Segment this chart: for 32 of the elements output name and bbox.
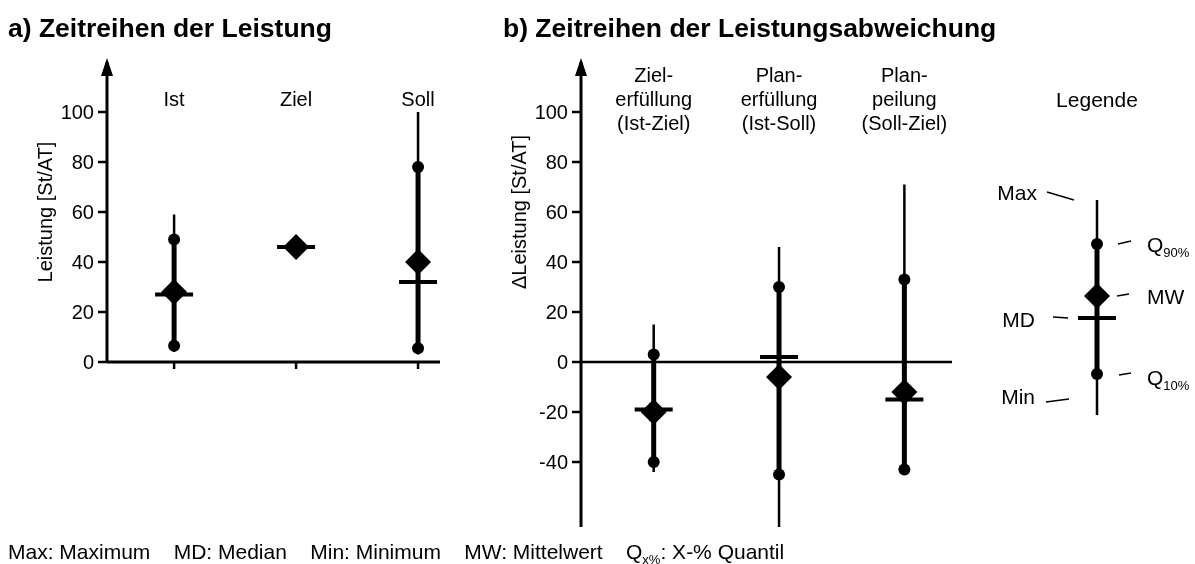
y-tick-label: 0 bbox=[556, 351, 568, 374]
x-tick-label: Plan- peilung (Soll-Ziel) bbox=[861, 64, 948, 134]
y-axis-title: ΔLeistung [St/AT] bbox=[508, 134, 530, 290]
y-tick-label: 60 bbox=[545, 201, 568, 224]
x-tick-label: Ziel- erfüllung (Ist-Ziel) bbox=[615, 64, 693, 134]
text: Max: Maximum MD: Median Min: Minimum MW: Mittelwert Q$_{x%}$: X-% Quantil bbox=[8, 540, 785, 564]
y-tick-label: 100 bbox=[534, 101, 568, 124]
x-tick-label: Ziel bbox=[279, 88, 313, 110]
chart-title: a) Zeitreihen der Leistung bbox=[8, 12, 332, 44]
x-tick-label: Soll bbox=[401, 88, 435, 110]
chart-title: b) Zeitreihen der Leistungsabweichung bbox=[503, 12, 997, 44]
x-tick-label: Ist bbox=[163, 88, 186, 110]
x-tick-label: Plan- erfüllung (Ist-Soll) bbox=[740, 64, 818, 134]
y-tick-label: 40 bbox=[71, 251, 94, 274]
y-tick-label: 80 bbox=[71, 151, 94, 174]
text: Legende bbox=[1056, 88, 1138, 112]
text: Q$_{90%}$ bbox=[1147, 233, 1190, 260]
y-tick-label: 20 bbox=[71, 301, 94, 324]
y-tick-label: -40 bbox=[539, 451, 568, 474]
y-tick-label: 100 bbox=[60, 101, 94, 124]
text: Min bbox=[1001, 385, 1035, 409]
y-tick-label: 60 bbox=[71, 201, 94, 224]
text: Q$_{10%}$ bbox=[1147, 366, 1190, 393]
y-tick-label: 0 bbox=[82, 351, 94, 374]
text: MD bbox=[1002, 308, 1035, 332]
y-tick-label: -20 bbox=[539, 401, 568, 424]
y-tick-label: 20 bbox=[545, 301, 568, 324]
y-tick-label: 40 bbox=[545, 251, 568, 274]
text: MW bbox=[1147, 285, 1185, 309]
text: Max bbox=[997, 181, 1037, 205]
y-tick-label: 80 bbox=[545, 151, 568, 174]
y-axis-title: Leistung [St/AT] bbox=[34, 141, 56, 283]
